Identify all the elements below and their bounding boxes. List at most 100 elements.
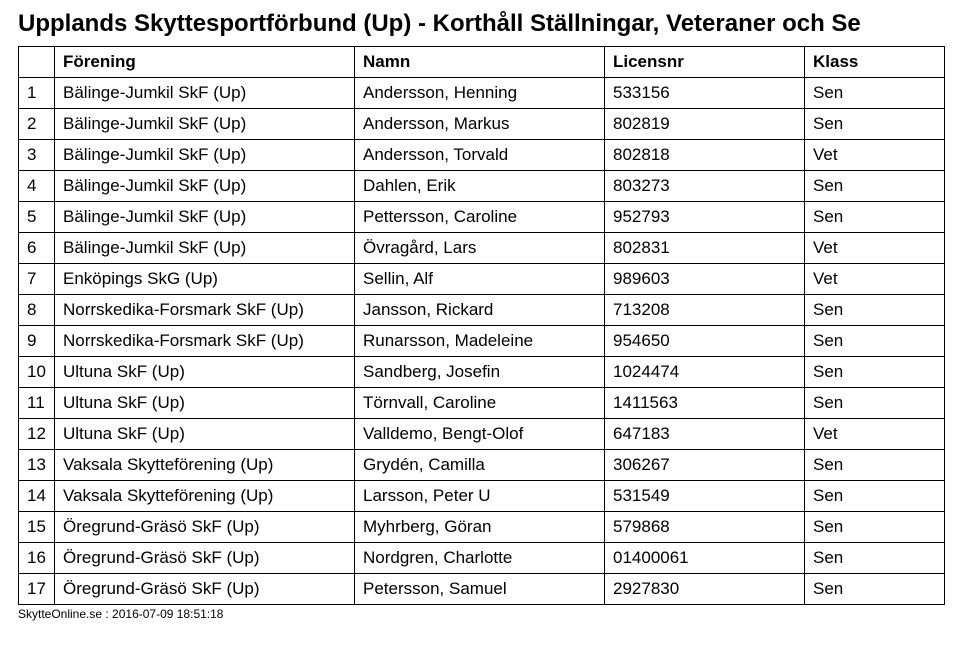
row-klass: Sen [805,78,945,109]
table-row: 12Ultuna SkF (Up)Valldemo, Bengt-Olof647… [19,419,945,450]
row-lic: 2927830 [605,574,805,605]
table-row: 3Bälinge-Jumkil SkF (Up)Andersson, Torva… [19,140,945,171]
col-forening: Förening [55,47,355,78]
row-lic: 306267 [605,450,805,481]
row-name: Övragård, Lars [355,233,605,264]
table-row: 8Norrskedika-Forsmark SkF (Up)Jansson, R… [19,295,945,326]
row-name: Grydén, Camilla [355,450,605,481]
row-club: Norrskedika-Forsmark SkF (Up) [55,295,355,326]
row-club: Öregrund-Gräsö SkF (Up) [55,574,355,605]
row-name: Valldemo, Bengt-Olof [355,419,605,450]
table-row: 16Öregrund-Gräsö SkF (Up)Nordgren, Charl… [19,543,945,574]
row-number: 3 [19,140,55,171]
row-club: Bälinge-Jumkil SkF (Up) [55,171,355,202]
row-lic: 803273 [605,171,805,202]
table-row: 5Bälinge-Jumkil SkF (Up)Pettersson, Caro… [19,202,945,233]
row-name: Runarsson, Madeleine [355,326,605,357]
row-number: 1 [19,78,55,109]
table-row: 17Öregrund-Gräsö SkF (Up)Petersson, Samu… [19,574,945,605]
results-table: Förening Namn Licensnr Klass 1Bälinge-Ju… [18,46,945,605]
table-row: 10Ultuna SkF (Up)Sandberg, Josefin102447… [19,357,945,388]
row-lic: 989603 [605,264,805,295]
row-club: Bälinge-Jumkil SkF (Up) [55,109,355,140]
table-row: 15Öregrund-Gräsö SkF (Up)Myhrberg, Göran… [19,512,945,543]
row-name: Andersson, Markus [355,109,605,140]
row-club: Enköpings SkG (Up) [55,264,355,295]
row-lic: 531549 [605,481,805,512]
row-lic: 533156 [605,78,805,109]
row-lic: 01400061 [605,543,805,574]
row-club: Ultuna SkF (Up) [55,388,355,419]
row-klass: Sen [805,450,945,481]
row-klass: Vet [805,140,945,171]
row-number: 8 [19,295,55,326]
row-number: 15 [19,512,55,543]
row-number: 12 [19,419,55,450]
row-number: 9 [19,326,55,357]
row-name: Pettersson, Caroline [355,202,605,233]
row-klass: Sen [805,574,945,605]
row-name: Andersson, Torvald [355,140,605,171]
row-club: Ultuna SkF (Up) [55,357,355,388]
row-number: 17 [19,574,55,605]
table-row: 4Bälinge-Jumkil SkF (Up)Dahlen, Erik8032… [19,171,945,202]
row-name: Larsson, Peter U [355,481,605,512]
row-klass: Sen [805,295,945,326]
page-title: Upplands Skyttesportförbund (Up) - Korth… [18,10,942,38]
row-name: Jansson, Rickard [355,295,605,326]
row-klass: Sen [805,357,945,388]
row-klass: Sen [805,326,945,357]
row-lic: 579868 [605,512,805,543]
footer-timestamp: SkytteOnline.se : 2016-07-09 18:51:18 [18,607,942,621]
row-lic: 713208 [605,295,805,326]
row-name: Andersson, Henning [355,78,605,109]
row-klass: Sen [805,481,945,512]
table-row: 1Bälinge-Jumkil SkF (Up)Andersson, Henni… [19,78,945,109]
row-club: Öregrund-Gräsö SkF (Up) [55,512,355,543]
row-klass: Vet [805,264,945,295]
row-number: 13 [19,450,55,481]
table-row: 14Vaksala Skytteförening (Up)Larsson, Pe… [19,481,945,512]
row-lic: 1411563 [605,388,805,419]
row-name: Sandberg, Josefin [355,357,605,388]
row-klass: Sen [805,512,945,543]
row-number: 6 [19,233,55,264]
row-klass: Sen [805,109,945,140]
row-klass: Sen [805,202,945,233]
row-lic: 802831 [605,233,805,264]
row-number: 5 [19,202,55,233]
row-club: Vaksala Skytteförening (Up) [55,481,355,512]
table-row: 9Norrskedika-Forsmark SkF (Up)Runarsson,… [19,326,945,357]
row-number: 11 [19,388,55,419]
row-number: 7 [19,264,55,295]
row-number: 14 [19,481,55,512]
row-lic: 647183 [605,419,805,450]
row-club: Norrskedika-Forsmark SkF (Up) [55,326,355,357]
row-number: 10 [19,357,55,388]
table-row: 11Ultuna SkF (Up)Törnvall, Caroline14115… [19,388,945,419]
row-klass: Vet [805,233,945,264]
row-club: Ultuna SkF (Up) [55,419,355,450]
row-lic: 1024474 [605,357,805,388]
table-header-row: Förening Namn Licensnr Klass [19,47,945,78]
row-name: Sellin, Alf [355,264,605,295]
row-klass: Sen [805,171,945,202]
row-lic: 802818 [605,140,805,171]
col-namn: Namn [355,47,605,78]
col-blank [19,47,55,78]
table-row: 6Bälinge-Jumkil SkF (Up)Övragård, Lars80… [19,233,945,264]
row-club: Bälinge-Jumkil SkF (Up) [55,202,355,233]
row-klass: Sen [805,388,945,419]
table-row: 13Vaksala Skytteförening (Up)Grydén, Cam… [19,450,945,481]
row-name: Nordgren, Charlotte [355,543,605,574]
row-club: Öregrund-Gräsö SkF (Up) [55,543,355,574]
row-number: 4 [19,171,55,202]
row-lic: 952793 [605,202,805,233]
row-club: Bälinge-Jumkil SkF (Up) [55,233,355,264]
row-klass: Sen [805,543,945,574]
table-row: 2Bälinge-Jumkil SkF (Up)Andersson, Marku… [19,109,945,140]
row-klass: Vet [805,419,945,450]
row-number: 16 [19,543,55,574]
row-number: 2 [19,109,55,140]
row-name: Myhrberg, Göran [355,512,605,543]
